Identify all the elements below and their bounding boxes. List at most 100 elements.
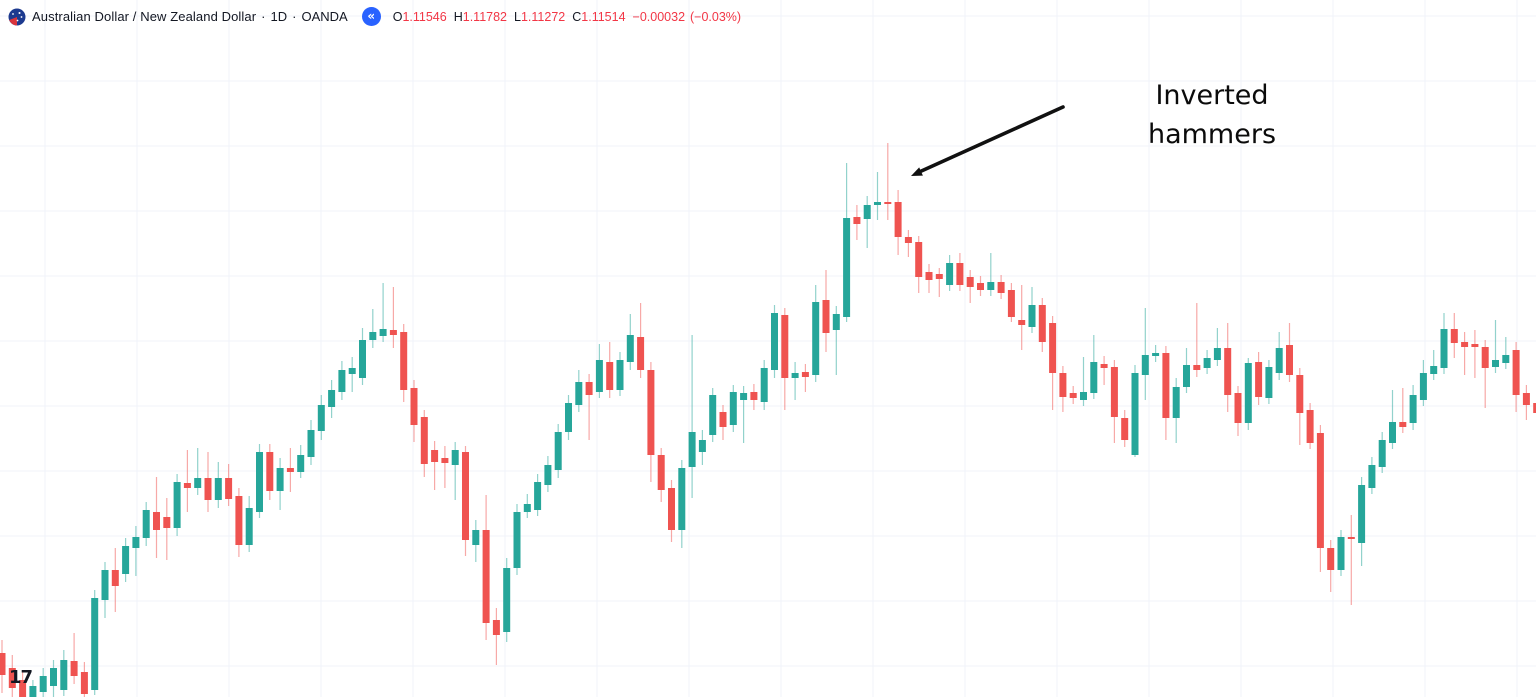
- exchange-label[interactable]: OANDA: [301, 9, 348, 24]
- candle-wick: [804, 364, 806, 392]
- candle-wick: [1484, 340, 1486, 408]
- candle-wick: [1196, 303, 1198, 377]
- tradingview-logo[interactable]: 17: [9, 667, 33, 688]
- candle-wick: [434, 441, 436, 490]
- candle-body: [173, 482, 181, 528]
- candle-body: [523, 504, 531, 512]
- candle-body: [1234, 393, 1242, 423]
- candle-body: [1080, 392, 1087, 400]
- candle-body: [1275, 348, 1283, 373]
- candle-body: [1183, 365, 1190, 387]
- candle-wick: [1216, 328, 1218, 366]
- interval-label[interactable]: 1D: [270, 9, 288, 24]
- candle-body: [853, 217, 861, 224]
- candle-body: [101, 570, 109, 600]
- candle-body: [698, 440, 706, 452]
- candle-body: [1193, 365, 1201, 370]
- candle-body: [1337, 537, 1345, 570]
- candle-wick: [938, 268, 940, 297]
- candle-body: [8, 668, 16, 688]
- candle-body: [1347, 537, 1355, 539]
- candle-body: [1327, 548, 1335, 570]
- candle-body: [1471, 344, 1479, 347]
- inverted-hammers-annotation[interactable]: Inverted hammers: [1122, 76, 1302, 154]
- symbol-pair-icon[interactable]: [8, 8, 26, 26]
- high-value: 1.11782: [462, 9, 508, 24]
- candle-body: [781, 315, 789, 378]
- candle-wick: [990, 253, 992, 296]
- candle-body: [585, 382, 593, 395]
- candle-body: [307, 430, 315, 457]
- candle-body: [565, 403, 572, 432]
- candle-body: [894, 202, 902, 237]
- candle-body: [359, 340, 366, 378]
- candle-body: [863, 205, 871, 219]
- candle-body: [482, 530, 490, 623]
- candle-wick: [372, 309, 374, 348]
- candle-wick: [351, 357, 353, 392]
- candle-body: [997, 282, 1005, 293]
- candle-body: [740, 393, 748, 400]
- candle-body: [1141, 355, 1149, 375]
- candle-body: [400, 332, 408, 390]
- candle-body: [946, 263, 954, 285]
- candle-body: [1255, 362, 1263, 397]
- candle-body: [1110, 367, 1118, 417]
- open-label: O: [392, 9, 403, 24]
- candle-wick: [166, 498, 168, 560]
- candle-body: [431, 450, 439, 462]
- candle-body: [626, 335, 634, 362]
- candle-body: [60, 660, 68, 690]
- candle-body: [0, 653, 6, 675]
- symbol-title[interactable]: Australian Dollar / New Zealand Dollar: [32, 9, 257, 24]
- candle-wick: [1474, 330, 1476, 378]
- candle-wick: [743, 386, 745, 443]
- annotation-arrow[interactable]: [907, 105, 1065, 179]
- candle-wick: [197, 448, 199, 495]
- candle-body: [1306, 410, 1314, 443]
- candle-body: [1409, 395, 1417, 423]
- candle-body: [966, 277, 974, 287]
- candle-body: [688, 432, 696, 467]
- candle-body: [1100, 364, 1108, 368]
- candle-body: [1244, 363, 1252, 423]
- low-value: 1.11272: [520, 9, 566, 24]
- candle-body: [915, 242, 923, 277]
- candle-body: [616, 360, 624, 390]
- candle-body: [771, 313, 778, 370]
- candle-body: [1419, 373, 1427, 400]
- change-percent: (−0.03%): [690, 9, 742, 24]
- candle-body: [575, 382, 583, 405]
- candle-body: [534, 482, 542, 510]
- candle-body: [977, 283, 984, 290]
- candle-wick: [1391, 390, 1394, 449]
- candle-wick: [876, 172, 879, 220]
- candles-group: [0, 143, 1536, 697]
- candle-wick: [1021, 285, 1023, 350]
- candle-wick: [1082, 357, 1085, 406]
- candle-wick: [1494, 320, 1497, 373]
- candle-body: [832, 314, 840, 330]
- candle-body: [256, 452, 263, 512]
- candle-body: [420, 417, 428, 464]
- collapse-legend-button[interactable]: «: [361, 7, 381, 26]
- candle-wick: [392, 287, 394, 348]
- candle-body: [750, 392, 758, 400]
- candle-body: [1481, 347, 1489, 368]
- candle-body: [812, 302, 820, 375]
- legend-separator: ·: [292, 9, 297, 24]
- candle-body: [225, 478, 233, 499]
- annotation-line-2: hammers: [1147, 119, 1277, 150]
- high-label: H: [453, 9, 463, 24]
- candle-body: [1121, 418, 1129, 440]
- candle-body: [214, 478, 222, 500]
- candle-body: [1389, 422, 1396, 443]
- candle-body: [647, 370, 655, 455]
- candle-body: [111, 570, 119, 586]
- candle-body: [1399, 422, 1407, 427]
- candle-body: [822, 300, 830, 333]
- candle-body: [657, 455, 665, 490]
- candle-body: [492, 620, 500, 635]
